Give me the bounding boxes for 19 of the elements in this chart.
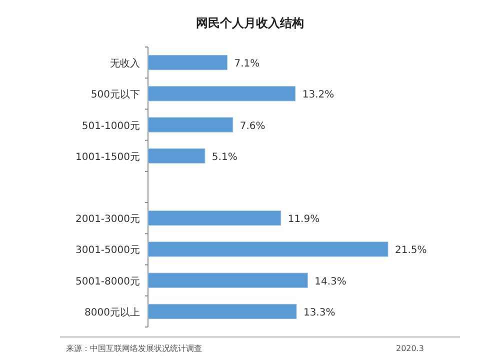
annotation: 来源：中国互联网络发展状况统计调查 <box>66 344 202 353</box>
category: 1001-1500元 <box>75 152 140 163</box>
category: 5001-8000元 <box>75 276 140 288</box>
value-label: 11.9% <box>288 214 320 226</box>
value-label: 13.2% <box>302 90 334 101</box>
category: 2001-3000元 <box>75 214 140 226</box>
value-label: 14.3% <box>314 276 346 288</box>
category: 无收入 <box>110 58 140 70</box>
category: 3001-5000元 <box>75 245 140 256</box>
value-label: 13.3% <box>303 307 336 318</box>
value-label: 21.5% <box>395 245 427 256</box>
value-label: 7.6% <box>240 120 266 132</box>
title: 网民个人月收入结构 <box>196 16 304 30</box>
annotation: 2020.3 <box>396 344 424 353</box>
value-label: 5.1% <box>212 152 238 163</box>
category: 500元以下 <box>90 90 140 101</box>
value-label: 7.1% <box>234 58 260 70</box>
category: 8000元以上 <box>84 307 140 318</box>
category: 501-1000元 <box>82 120 140 132</box>
